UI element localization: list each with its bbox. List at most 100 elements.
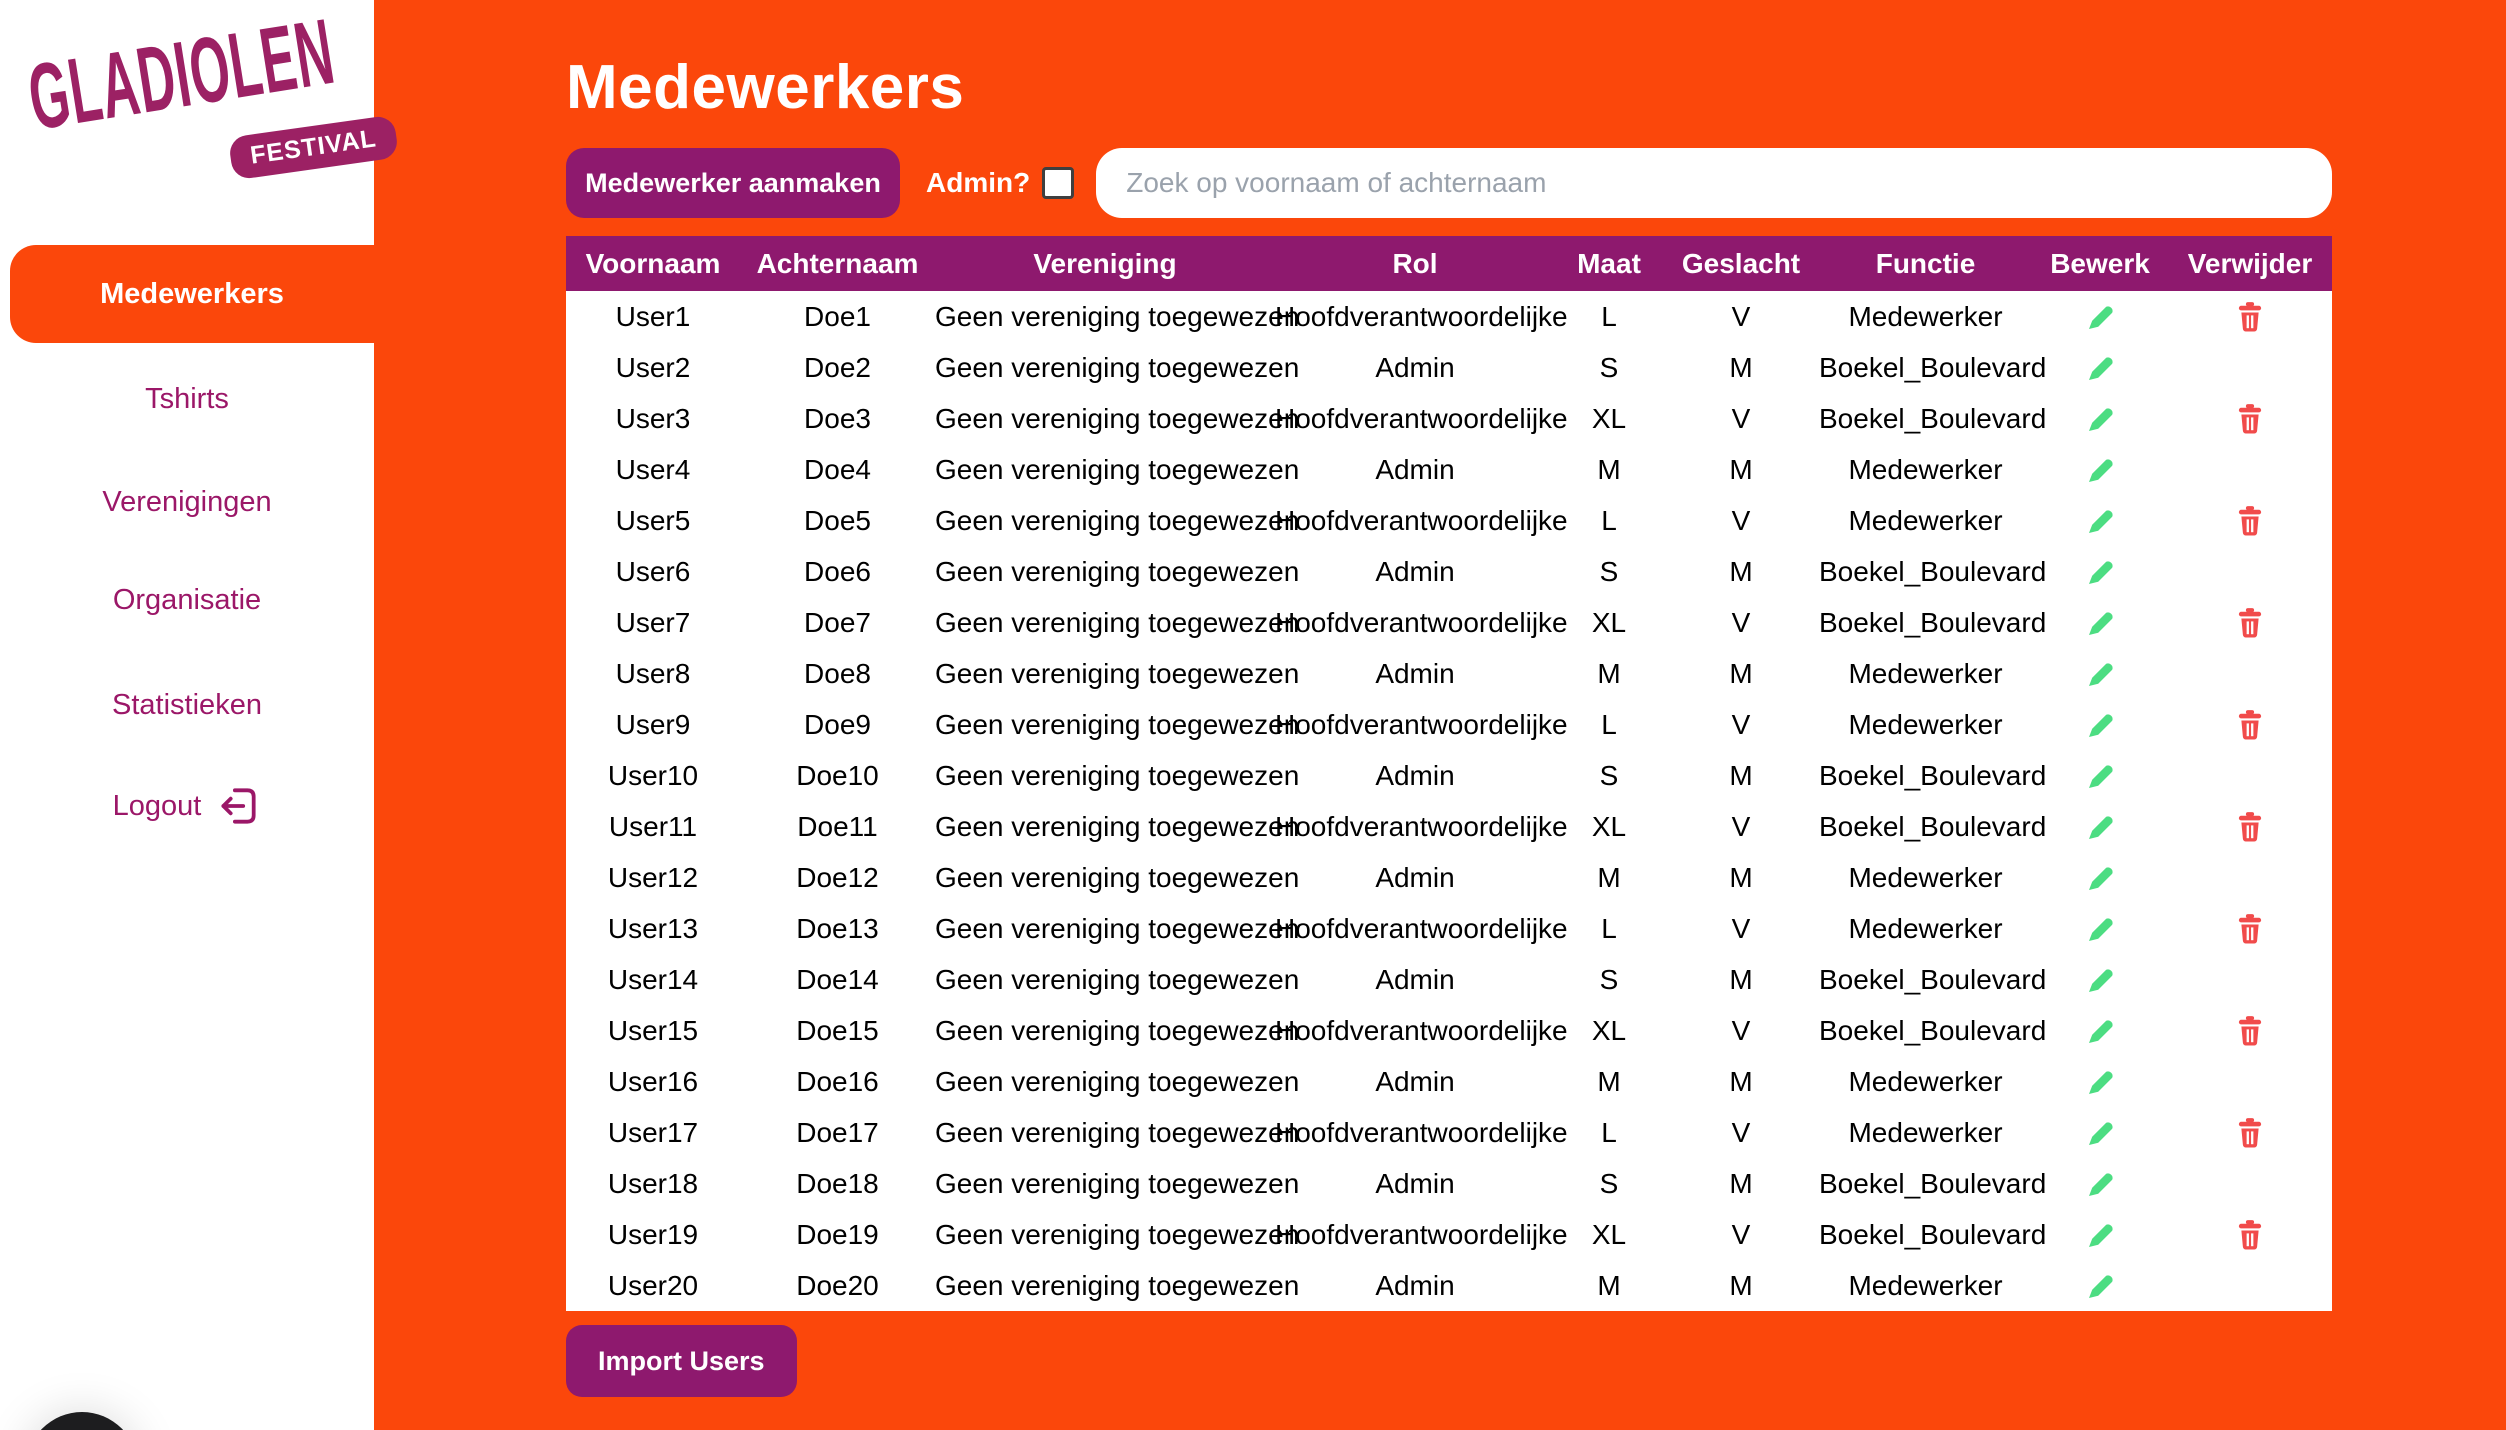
cell-vereniging: Geen vereniging toegewezen: [935, 912, 1300, 944]
delete-button[interactable]: [2168, 300, 2332, 334]
edit-pencil-icon: [2089, 1070, 2113, 1094]
cell-voornaam: User5: [615, 504, 691, 536]
edit-button[interactable]: [2032, 962, 2168, 998]
cell-maat: L: [1601, 504, 1617, 536]
edit-button[interactable]: [2032, 554, 2168, 590]
sidebar-item-medewerkers[interactable]: Medewerkers: [10, 245, 374, 343]
delete-button[interactable]: [2168, 1218, 2332, 1252]
cell-achternaam: Doe19: [796, 1218, 879, 1250]
import-users-button[interactable]: Import Users: [566, 1325, 797, 1397]
edit-button[interactable]: [2032, 707, 2168, 743]
sidebar-item-verenigingen[interactable]: Verenigingen: [0, 472, 374, 532]
delete-trash-icon: [2238, 301, 2262, 331]
edit-button[interactable]: [2032, 911, 2168, 947]
sidebar-item-tshirts[interactable]: Tshirts: [0, 369, 374, 429]
cell-achternaam: Doe5: [804, 504, 871, 536]
delete-button[interactable]: [2168, 1014, 2332, 1048]
delete-trash-icon: [2238, 913, 2262, 943]
delete-button[interactable]: [2168, 912, 2332, 946]
edit-button[interactable]: [2032, 1115, 2168, 1151]
cell-achternaam: Doe1: [804, 300, 871, 332]
edit-button[interactable]: [2032, 758, 2168, 794]
cell-achternaam: Doe16: [796, 1065, 879, 1097]
cell-functie: Boekel_Boulevard: [1819, 963, 2047, 995]
edit-button[interactable]: [2032, 1166, 2168, 1202]
cell-achternaam: Doe4: [804, 453, 871, 485]
cell-geslacht: M: [1729, 759, 1753, 791]
cell-vereniging: Geen vereniging toegewezen: [935, 1014, 1300, 1046]
edit-pencil-icon: [2089, 815, 2113, 839]
cell-functie: Medewerker: [1848, 453, 2003, 485]
page-title: Medewerkers: [566, 53, 965, 122]
cell-achternaam: Doe14: [796, 963, 879, 995]
cell-rol: Hoofdverantwoordelijke: [1275, 1218, 1568, 1250]
cell-voornaam: User14: [607, 963, 699, 995]
table-row: User6 Doe6 Geen vereniging toegewezen Ad…: [566, 546, 2332, 597]
sidebar-item-statistieken[interactable]: Statistieken: [0, 675, 374, 735]
cell-voornaam: User3: [615, 402, 691, 434]
cell-functie: Medewerker: [1848, 504, 2003, 536]
edit-button[interactable]: [2032, 1217, 2168, 1253]
cell-vereniging: Geen vereniging toegewezen: [935, 504, 1300, 536]
edit-pencil-icon: [2089, 458, 2113, 482]
delete-button[interactable]: [2168, 708, 2332, 742]
cell-rol: Hoofdverantwoordelijke: [1275, 912, 1568, 944]
sidebar-item-organisatie[interactable]: Organisatie: [0, 570, 374, 630]
cell-rol: Admin: [1375, 351, 1455, 383]
sidebar-item-logout[interactable]: Logout: [0, 776, 374, 836]
admin-checkbox[interactable]: [1042, 167, 1075, 199]
cell-rol: Admin: [1375, 1167, 1455, 1199]
delete-button[interactable]: [2168, 606, 2332, 640]
cell-functie: Boekel_Boulevard: [1819, 606, 2047, 638]
cell-geslacht: V: [1731, 708, 1751, 740]
edit-pencil-icon: [2089, 1274, 2113, 1298]
delete-button[interactable]: [2168, 504, 2332, 538]
edit-button[interactable]: [2032, 299, 2168, 335]
edit-button[interactable]: [2032, 1268, 2168, 1304]
edit-button[interactable]: [2032, 605, 2168, 641]
cell-vereniging: Geen vereniging toegewezen: [935, 555, 1300, 587]
edit-pencil-icon: [2089, 1172, 2113, 1196]
edit-button[interactable]: [2032, 860, 2168, 896]
edit-button[interactable]: [2032, 452, 2168, 488]
table-row: User5 Doe5 Geen vereniging toegewezen Ho…: [566, 495, 2332, 546]
edit-button[interactable]: [2032, 350, 2168, 386]
cell-functie: Boekel_Boulevard: [1819, 1014, 2047, 1046]
cell-maat: M: [1597, 861, 1621, 893]
cell-achternaam: Doe13: [796, 912, 879, 944]
cell-vereniging: Geen vereniging toegewezen: [935, 402, 1300, 434]
create-medewerker-button[interactable]: Medewerker aanmaken: [566, 148, 900, 218]
edit-pencil-icon: [2089, 662, 2113, 686]
cell-maat: L: [1601, 912, 1617, 944]
admin-filter-label: Admin?: [926, 167, 1031, 198]
cell-rol: Admin: [1375, 657, 1455, 689]
cell-rol: Hoofdverantwoordelijke: [1275, 402, 1568, 434]
cell-maat: XL: [1591, 606, 1627, 638]
cell-maat: L: [1601, 1116, 1617, 1148]
edit-button[interactable]: [2032, 401, 2168, 437]
sidebar-item-label: Organisatie: [112, 583, 262, 616]
cell-rol: Hoofdverantwoordelijke: [1275, 1014, 1568, 1046]
cell-functie: Boekel_Boulevard: [1819, 351, 2047, 383]
delete-button[interactable]: [2168, 1116, 2332, 1150]
cell-functie: Medewerker: [1848, 912, 2003, 944]
edit-pencil-icon: [2089, 713, 2113, 737]
cell-voornaam: User1: [615, 300, 691, 332]
edit-button[interactable]: [2032, 503, 2168, 539]
cell-achternaam: Doe6: [804, 555, 871, 587]
edit-button[interactable]: [2032, 1064, 2168, 1100]
search-input[interactable]: [1096, 148, 2332, 218]
edit-button[interactable]: [2032, 809, 2168, 845]
cell-vereniging: Geen vereniging toegewezen: [935, 606, 1300, 638]
cell-voornaam: User20: [607, 1269, 699, 1301]
cell-achternaam: Doe11: [797, 810, 878, 842]
edit-button[interactable]: [2032, 1013, 2168, 1049]
cell-vereniging: Geen vereniging toegewezen: [935, 351, 1300, 383]
cell-voornaam: User8: [615, 657, 691, 689]
edit-button[interactable]: [2032, 656, 2168, 692]
cell-maat: S: [1599, 759, 1619, 791]
delete-button[interactable]: [2168, 810, 2332, 844]
table-row: User3 Doe3 Geen vereniging toegewezen Ho…: [566, 393, 2332, 444]
delete-button[interactable]: [2168, 402, 2332, 436]
cell-functie: Boekel_Boulevard: [1819, 759, 2047, 791]
